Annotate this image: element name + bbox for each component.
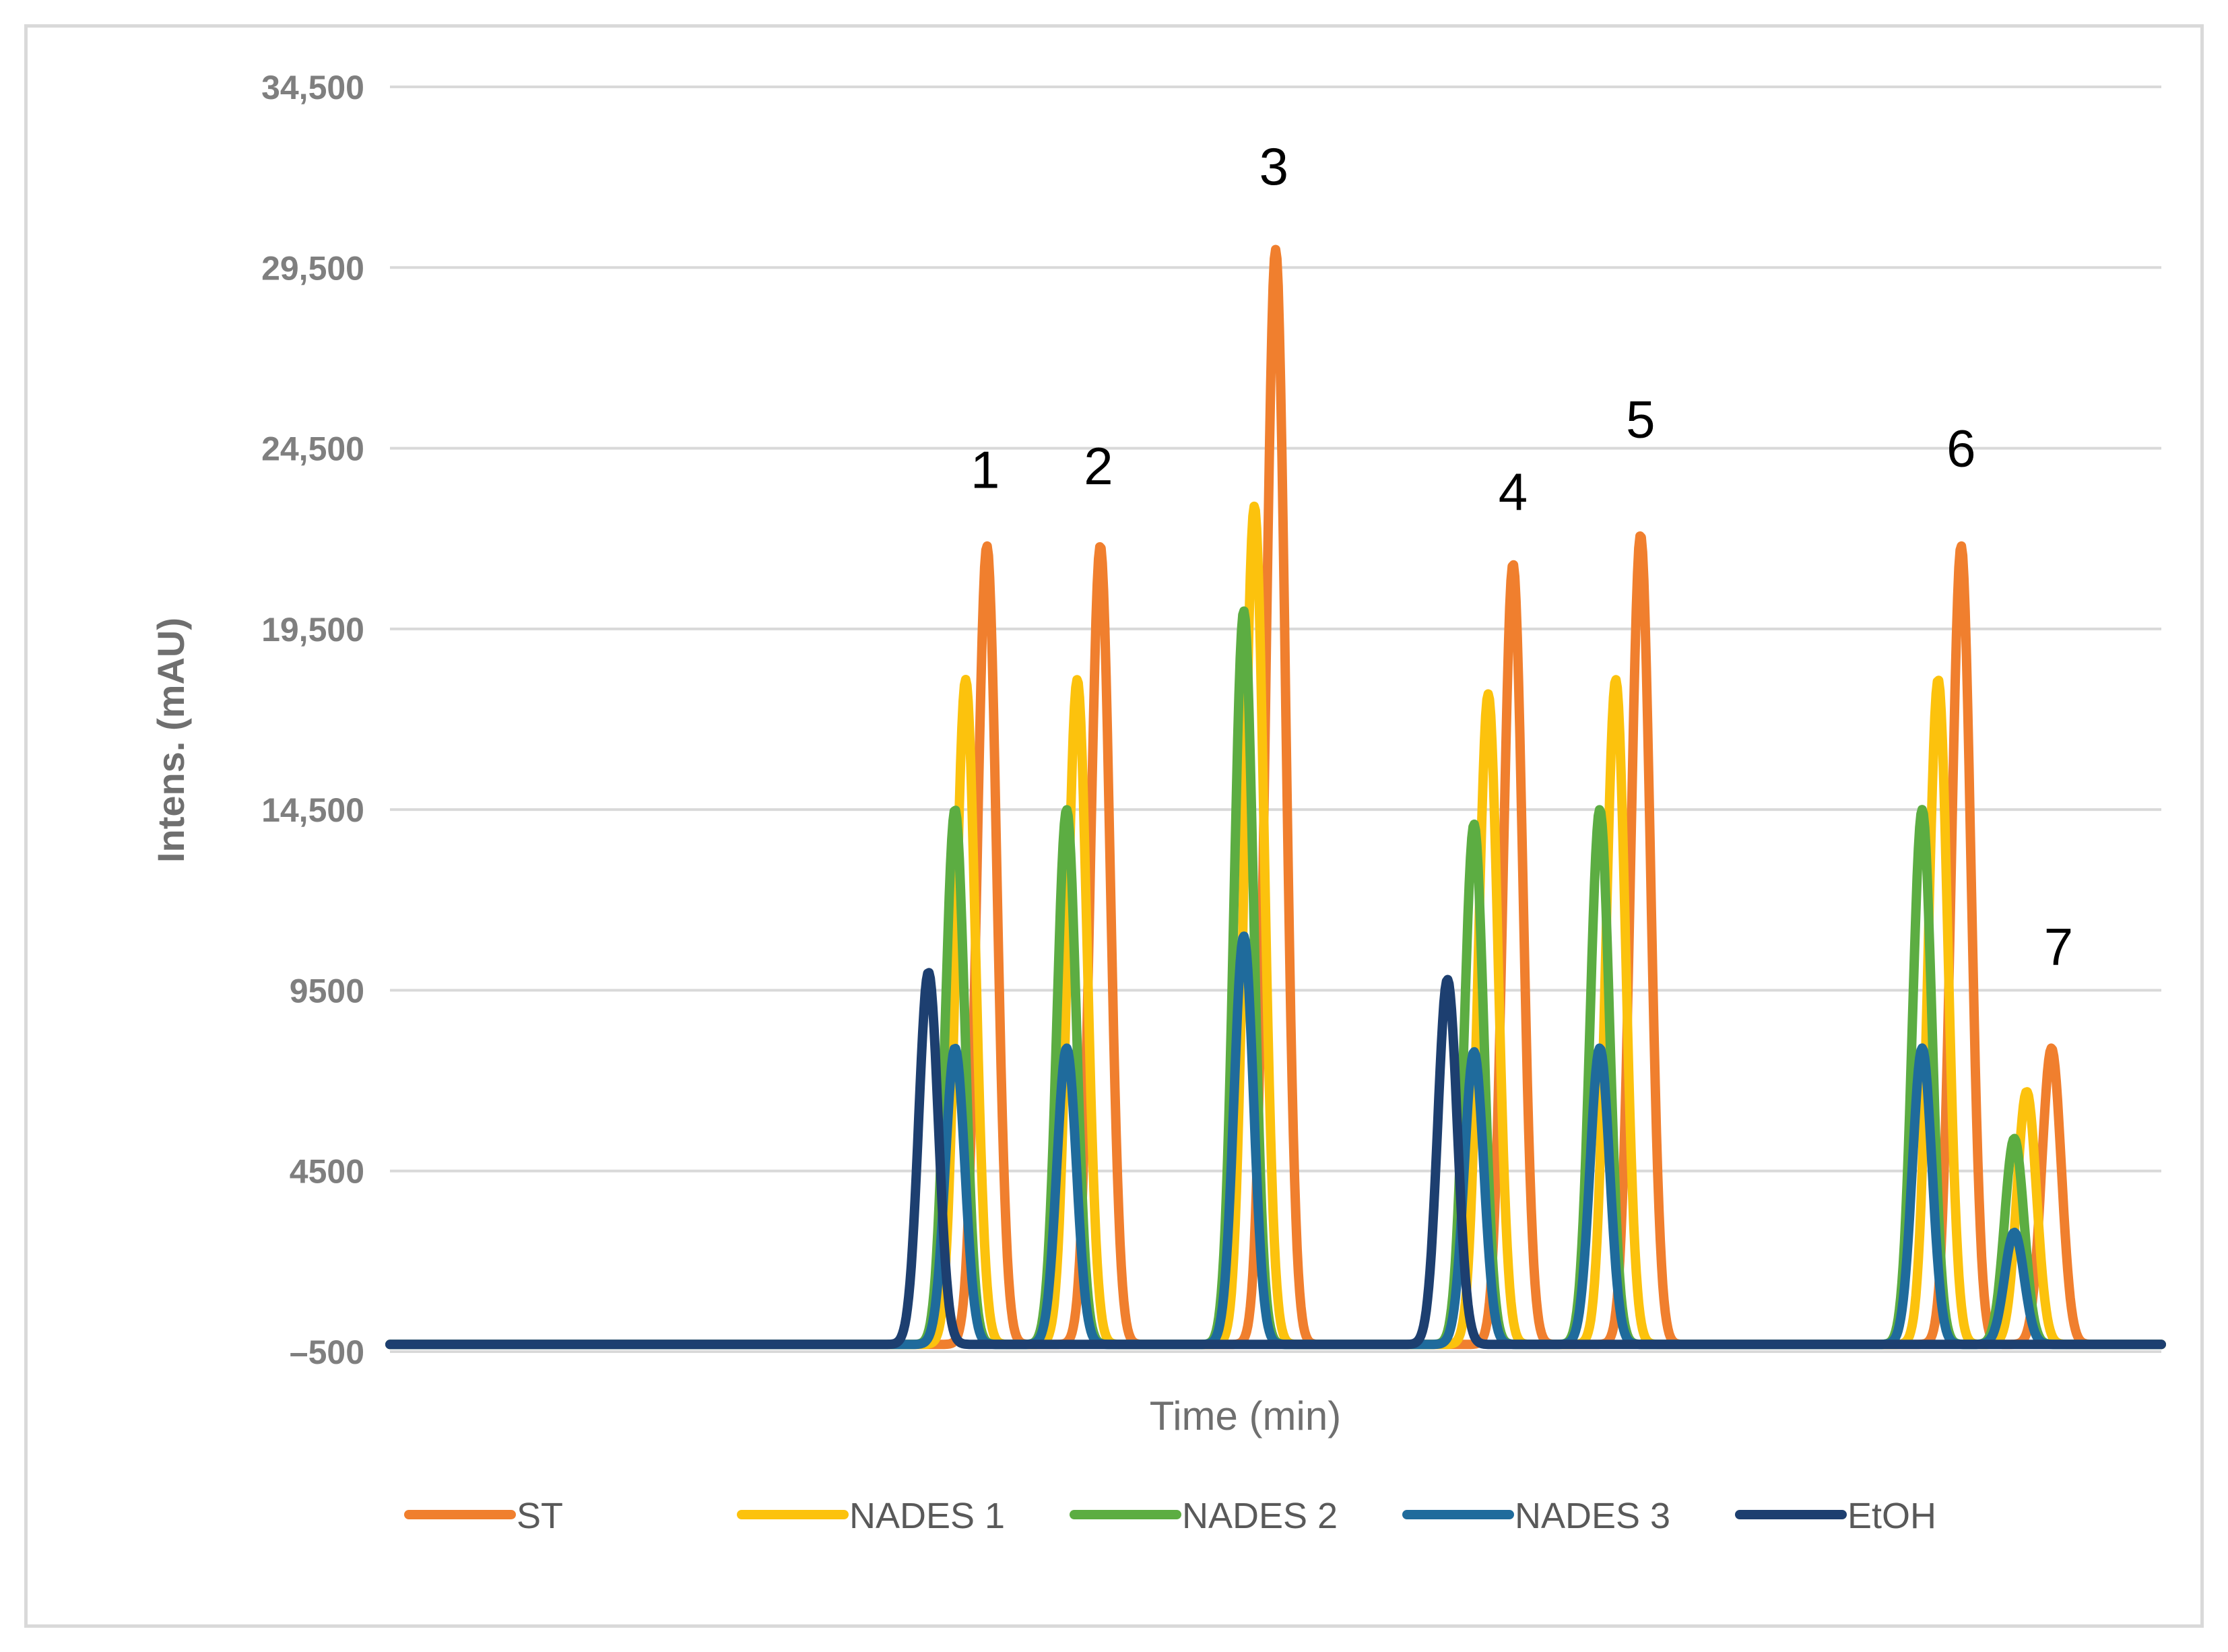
peak-point [1098, 543, 1103, 548]
peak-number-label: 1 [971, 440, 1000, 500]
peak-point [952, 1046, 957, 1051]
annotation-layer: 1 2 3 4 5 6 7 [971, 137, 2073, 977]
y-tick-label: 4500 [290, 1153, 364, 1191]
y-tick-label: 24,500 [261, 430, 364, 468]
peak-number-label: 2 [1084, 436, 1113, 496]
peak-number-label: 5 [1626, 389, 1655, 449]
peak-number-label: 3 [1259, 137, 1288, 196]
peak-number-label: 6 [1946, 418, 1975, 477]
peak-point [1486, 692, 1490, 696]
peak-point [1920, 1046, 1924, 1051]
peak-point [1252, 504, 1257, 508]
y-tick-label: 34,500 [261, 69, 364, 106]
peak-point [926, 970, 931, 974]
peak-point [2049, 1046, 2054, 1051]
y-tick-label: 19,500 [261, 611, 364, 649]
peak-point [1959, 543, 1963, 548]
legend-label: EtOH [1847, 1496, 1936, 1536]
peak-point [1075, 677, 1080, 682]
peak-point [1638, 533, 1643, 537]
peak-point [952, 807, 957, 812]
peak-point [1511, 562, 1515, 566]
y-tick-label: 29,500 [261, 249, 364, 287]
legend-label: NADES 2 [1182, 1496, 1338, 1536]
series-line-nades-1 [385, 501, 2166, 1350]
series-layer [385, 244, 2166, 1350]
peak-point [1064, 1046, 1069, 1051]
legend: ST NADES 1 NADES 2 NADES 3 EtOH [404, 1496, 1936, 1536]
peak-point [1274, 247, 1278, 252]
peak-point [1472, 822, 1476, 826]
peak-point [1445, 977, 1450, 982]
legend-label: NADES 3 [1515, 1496, 1670, 1536]
peak-number-label: 4 [1499, 462, 1528, 521]
series-line-etoh [385, 968, 2166, 1350]
y-tick-label: 14,500 [261, 791, 364, 829]
y-tick-label: –500 [290, 1333, 364, 1371]
legend-label: NADES 1 [849, 1496, 1005, 1536]
chart-frame: 1 2 3 4 5 6 7 –500 4500 9500 14,500 19,500 24,500 29… [24, 24, 2204, 1628]
grid-layer [390, 86, 2161, 1353]
legend-label: ST [517, 1496, 563, 1536]
peak-point [1936, 677, 1940, 682]
peak-point [985, 543, 989, 548]
peak-point [963, 677, 968, 682]
peak-point [1472, 1049, 1476, 1054]
peak-point [1241, 933, 1246, 938]
peak-point [1920, 807, 1924, 812]
y-tick-layer: –500 4500 9500 14,500 19,500 24,500 29,500 34,5… [261, 69, 364, 1371]
peak-point [1064, 807, 1069, 812]
peak-number-label: 7 [2044, 917, 2073, 977]
peak-point [1598, 807, 1602, 812]
x-axis-title: Time (min) [1150, 1393, 1341, 1439]
peak-point [1598, 1046, 1602, 1051]
peak-point [2012, 1136, 2017, 1141]
y-axis-title: Intens. (mAU) [150, 618, 192, 863]
peak-point [2025, 1089, 2029, 1094]
peak-point [1613, 677, 1618, 682]
peak-point [1241, 609, 1246, 614]
y-tick-label: 9500 [290, 972, 364, 1010]
chromatogram-chart: 1 2 3 4 5 6 7 –500 4500 9500 14,500 19,500 24,500 29… [150, 69, 2166, 1536]
peak-point [2012, 1230, 2017, 1234]
